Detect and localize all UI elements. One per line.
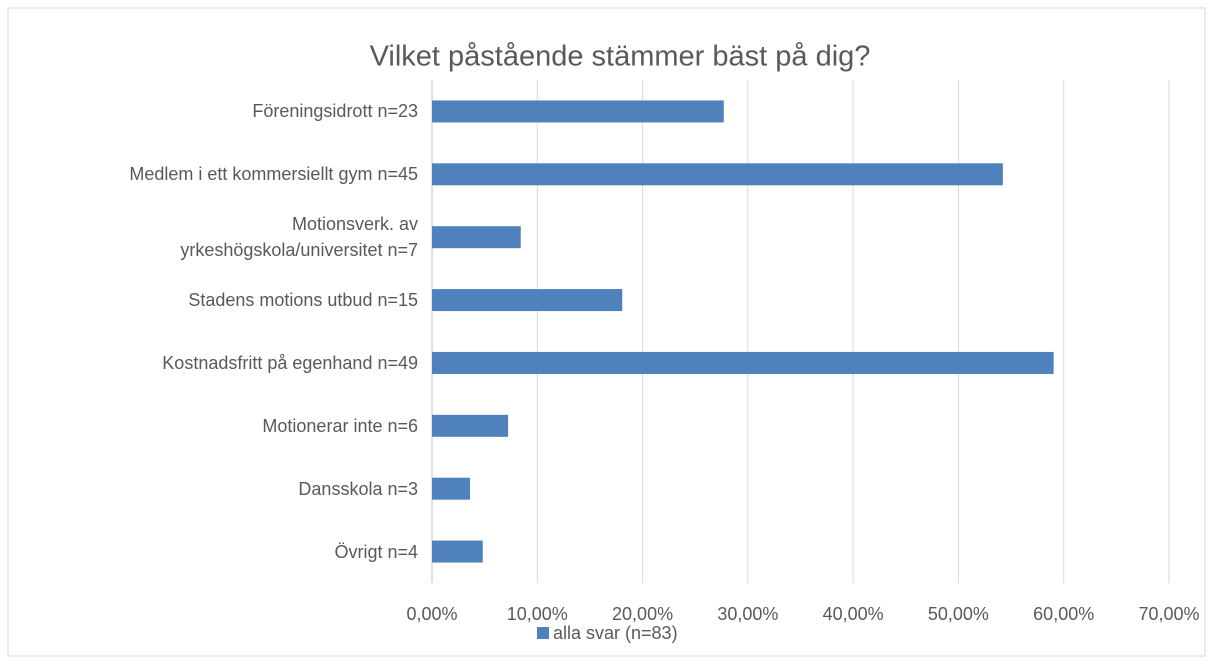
y-tick-label: Dansskola n=3 (298, 478, 418, 499)
y-tick-label: Föreningsidrott n=23 (252, 101, 418, 122)
bar (432, 351, 1054, 374)
bar (432, 100, 724, 123)
chart-title: Vilket påstående stämmer bäst på dig? (370, 41, 871, 73)
y-tick-label: Motionsverk. av yrkeshögskola/universite… (180, 214, 418, 261)
x-tick-label: 10,00% (507, 604, 568, 624)
x-tick-label: 0,00% (406, 604, 457, 624)
bar (432, 289, 623, 312)
bar (432, 414, 509, 437)
x-tick-label: 60,00% (1033, 604, 1094, 624)
x-tick-label: 30,00% (717, 604, 778, 624)
y-tick-label: Kostnadsfritt på egenhand n=49 (162, 352, 418, 373)
x-tick-label: 40,00% (823, 604, 884, 624)
legend-label: alla svar (n=83) (553, 623, 678, 643)
x-tick-label: 70,00% (1138, 604, 1199, 624)
bar (432, 477, 471, 500)
legend-swatch (537, 627, 549, 639)
y-tick-label: Medlem i ett kommersiellt gym n=45 (129, 164, 418, 185)
x-tick-label: 50,00% (928, 604, 989, 624)
bar (432, 226, 521, 249)
y-tick-label: Övrigt n=4 (334, 541, 418, 562)
y-tick-label: Stadens motions utbud n=15 (188, 290, 418, 311)
y-tick-label: Motionerar inte n=6 (262, 415, 418, 436)
bar (432, 540, 483, 563)
x-tick-label: 20,00% (612, 604, 673, 624)
bar (432, 163, 1003, 186)
